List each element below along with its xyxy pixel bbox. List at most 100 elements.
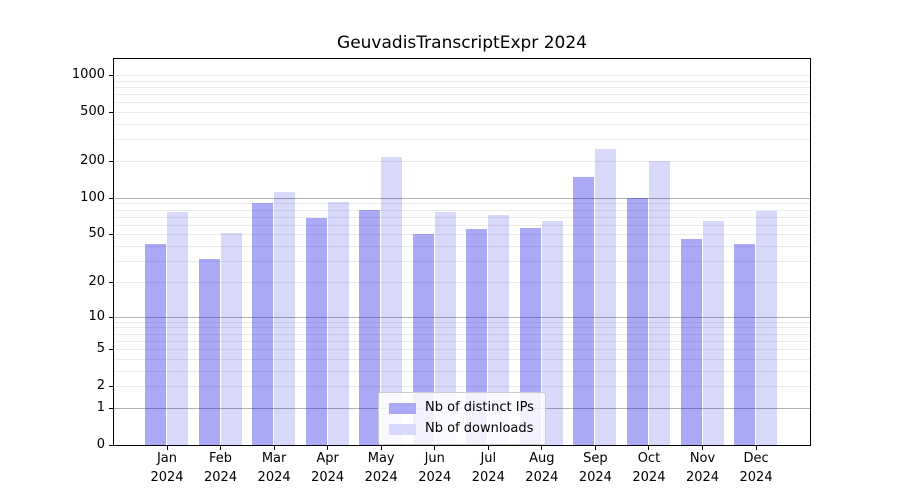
tick-mark-layer <box>109 59 810 446</box>
xtick-label-jul: Jul 2024 <box>471 451 505 485</box>
legend: Nb of distinct IPs Nb of downloads <box>378 392 546 445</box>
ytick-label-0: 0 <box>96 437 105 452</box>
ytick-label-500: 500 <box>80 104 105 120</box>
xtick-mark-oct <box>648 446 650 450</box>
bar-downloads-aug <box>541 221 563 445</box>
xtick-label-mar: Mar 2024 <box>257 451 291 485</box>
chart-title: GeuvadisTranscriptExpr 2024 <box>337 33 587 53</box>
ytick-label-200: 200 <box>80 153 105 169</box>
gridline-minor-3 <box>114 370 810 372</box>
bar-ips-apr <box>305 218 327 445</box>
ytick-label-50: 50 <box>88 226 105 242</box>
gridline-minor-8 <box>114 327 810 329</box>
ytick-label-100: 100 <box>80 189 105 205</box>
gridline-major-100 <box>114 197 810 199</box>
gridline-minor-5 <box>114 349 810 351</box>
ytick-mark-5 <box>109 349 113 350</box>
ytick-mark-20 <box>109 282 113 283</box>
bar-downloads-apr <box>327 201 349 445</box>
legend-label-downloads: Nb of downloads <box>425 421 534 436</box>
xtick-mark-may <box>380 446 382 450</box>
legend-swatch-downloads-icon <box>389 423 416 435</box>
bar-ips-feb <box>198 259 220 445</box>
bar-ips-jan <box>145 243 166 445</box>
x-axis: Jan 2024 Feb 2024 Mar 2024 Apr 2024 May 2024… <box>114 446 810 496</box>
bar-ips-dec <box>734 243 756 445</box>
gridline-minor-90 <box>114 203 810 205</box>
xtick-mark-aug <box>541 446 543 450</box>
xtick-mark-feb <box>220 446 222 450</box>
bar-ips-aug <box>519 227 541 445</box>
gridline-minor-50 <box>114 234 810 236</box>
ytick-mark-50 <box>109 234 113 235</box>
ytick-mark-10 <box>109 317 113 318</box>
bar-downloads-dec <box>756 211 778 445</box>
gridline-minor-30 <box>114 261 810 263</box>
bar-downloads-may <box>381 157 403 445</box>
ytick-mark-1 <box>109 408 113 409</box>
ytick-mark-500 <box>109 112 113 113</box>
bar-layer <box>114 59 810 445</box>
ytick-mark-0 <box>109 445 113 446</box>
legend-item-downloads: Nb of downloads <box>389 421 535 437</box>
xtick-mark-dec <box>755 446 757 450</box>
ytick-mark-200 <box>109 161 113 162</box>
ytick-label-10: 10 <box>88 308 105 324</box>
xtick-label-apr: Apr 2024 <box>311 451 345 485</box>
gridline-minor-900 <box>114 80 810 82</box>
gridline-minor-200 <box>114 161 810 163</box>
xtick-label-jan: Jan 2024 <box>150 451 184 485</box>
ytick-mark-2 <box>109 386 113 387</box>
ytick-label-1000: 1000 <box>71 67 105 83</box>
gridline-minor-1000 <box>114 75 810 77</box>
xtick-mark-mar <box>273 446 275 450</box>
ytick-mark-1000 <box>109 75 113 76</box>
gridline-minor-7 <box>114 333 810 335</box>
y-axis: 0 1 2 5 10 20 50 100 200 500 1000 <box>0 59 105 452</box>
xtick-label-sep: Sep 2024 <box>578 451 612 485</box>
xtick-label-jun: Jun 2024 <box>418 451 452 485</box>
bar-downloads-jul <box>488 214 510 445</box>
xtick-label-oct: Oct 2024 <box>632 451 666 485</box>
bar-ips-jul <box>466 228 488 445</box>
xtick-mark-jul <box>487 446 489 450</box>
xtick-label-feb: Feb 2024 <box>204 451 238 485</box>
xtick-label-aug: Aug 2024 <box>525 451 559 485</box>
gridline-minor-4 <box>114 358 810 360</box>
gridline-minor-800 <box>114 86 810 88</box>
bar-downloads-nov <box>702 220 724 445</box>
bar-downloads-sep <box>595 149 617 445</box>
xtick-mark-nov <box>702 446 703 450</box>
gridline-minor-300 <box>114 139 810 141</box>
xtick-mark-apr <box>327 446 329 450</box>
gridline-minor-400 <box>114 124 810 126</box>
gridline-minor-700 <box>114 94 810 96</box>
gridline-minor-60 <box>114 224 810 226</box>
gridline-minor-2 <box>114 386 810 388</box>
gridline-minor-80 <box>114 209 810 211</box>
legend-label-distinct-ips: Nb of distinct IPs <box>425 400 534 415</box>
bar-ips-mar <box>252 203 274 445</box>
ytick-label-5: 5 <box>96 341 105 357</box>
plot-area: Nb of distinct IPs Nb of downloads <box>109 58 811 446</box>
bar-ips-nov <box>680 238 702 445</box>
xtick-label-dec: Dec 2024 <box>739 451 773 485</box>
bar-ips-may <box>359 209 381 445</box>
gridline-major-10 <box>114 316 810 318</box>
gridline-minor-40 <box>114 246 810 248</box>
xtick-mark-sep <box>594 446 596 450</box>
ytick-mark-100 <box>109 198 113 199</box>
gridline-minor-600 <box>114 102 810 104</box>
bar-downloads-mar <box>274 191 296 445</box>
ytick-label-2: 2 <box>96 378 105 394</box>
bar-ips-sep <box>573 176 595 445</box>
bar-downloads-jun <box>434 212 456 445</box>
ytick-label-1: 1 <box>96 399 105 415</box>
gridline-minor-6 <box>114 340 810 342</box>
legend-swatch-distinct-ips-icon <box>389 402 416 414</box>
gridline-minor-70 <box>114 216 810 218</box>
legend-item-distinct-ips: Nb of distinct IPs <box>389 400 535 416</box>
bar-downloads-feb <box>220 233 242 445</box>
bar-ips-oct <box>626 197 648 445</box>
